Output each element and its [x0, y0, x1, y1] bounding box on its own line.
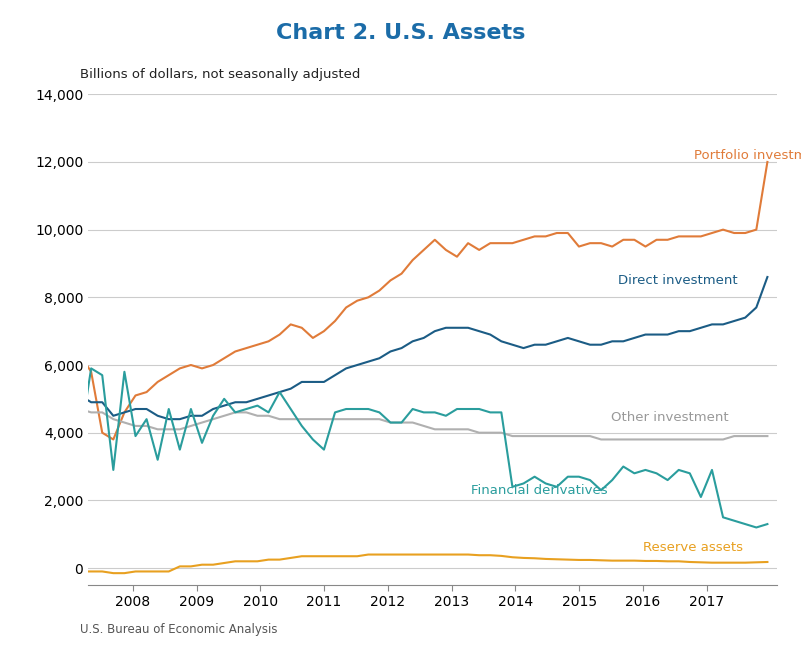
Text: Direct investment: Direct investment	[618, 274, 737, 287]
Text: Reserve assets: Reserve assets	[643, 541, 743, 554]
Text: Other investment: Other investment	[611, 411, 729, 424]
Text: Chart 2. U.S. Assets: Chart 2. U.S. Assets	[276, 23, 525, 43]
Text: Portfolio investment: Portfolio investment	[694, 149, 801, 162]
Text: Financial derivatives: Financial derivatives	[471, 484, 607, 497]
Text: U.S. Bureau of Economic Analysis: U.S. Bureau of Economic Analysis	[80, 623, 278, 636]
Text: Billions of dollars, not seasonally adjusted: Billions of dollars, not seasonally adju…	[80, 68, 360, 81]
